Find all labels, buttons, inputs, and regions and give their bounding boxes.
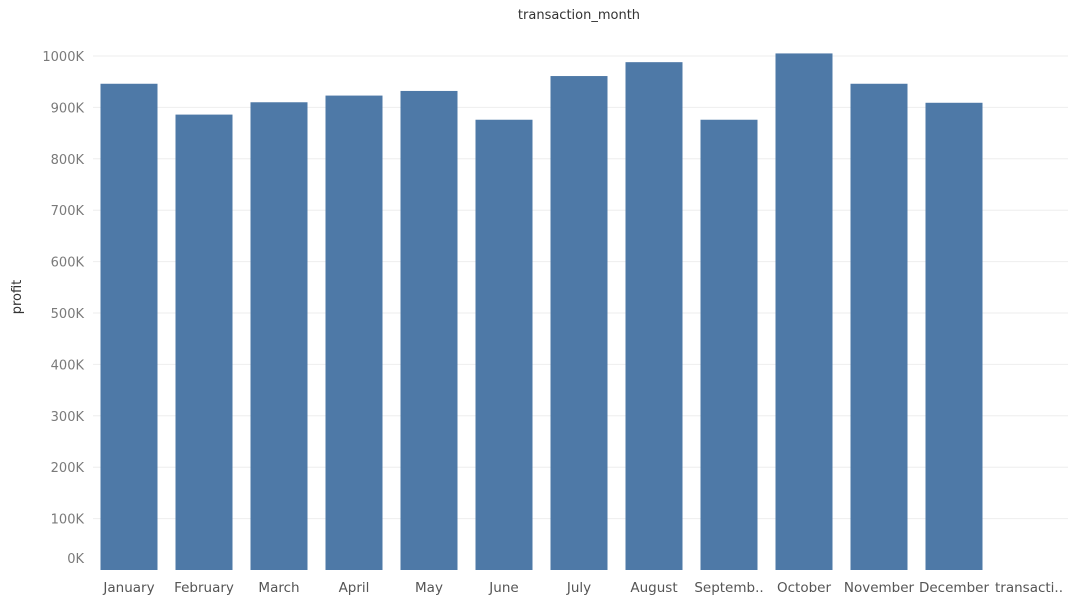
bar[interactable] xyxy=(475,119,533,571)
y-tick-label: 800K xyxy=(51,153,85,168)
bar[interactable] xyxy=(700,119,758,571)
bar[interactable] xyxy=(925,102,983,571)
bar[interactable] xyxy=(400,90,458,571)
x-tick-label: November xyxy=(844,580,915,596)
x-tick-label: July xyxy=(566,580,591,596)
bar[interactable] xyxy=(550,76,608,571)
y-tick-label: 100K xyxy=(51,513,85,528)
bar[interactable] xyxy=(250,102,308,570)
x-tick-label: May xyxy=(415,580,443,596)
bar[interactable] xyxy=(100,83,158,571)
y-axis-title: profit xyxy=(10,280,25,315)
y-tick-label: 300K xyxy=(51,410,85,425)
x-tick-label: December xyxy=(919,580,989,596)
x-tick-label: January xyxy=(102,580,154,596)
y-tick-label: 1000K xyxy=(42,50,84,65)
y-tick-label: 200K xyxy=(51,461,85,476)
x-tick-label: August xyxy=(630,580,677,596)
y-tick-label: 500K xyxy=(51,307,85,322)
bar[interactable] xyxy=(175,114,233,570)
x-tick-label: October xyxy=(777,580,831,596)
bar[interactable] xyxy=(775,53,833,571)
y-axis-ticks: 0K 100K 200K 300K 400K 500K 600K 700K 800K 900K 10… xyxy=(42,50,84,567)
x-tick-label: June xyxy=(488,580,518,596)
x-axis-ticks: January February March April May June July Augu… xyxy=(102,580,1063,596)
y-tick-label: 0K xyxy=(67,552,84,567)
bar[interactable] xyxy=(625,62,683,570)
y-tick-label: 400K xyxy=(51,358,85,373)
x-tick-label: February xyxy=(174,580,234,596)
x-tick-label: transacti.. xyxy=(995,580,1063,596)
x-tick-label: April xyxy=(339,580,370,596)
bars xyxy=(100,53,983,571)
chart-title: transaction_month xyxy=(518,8,640,23)
y-tick-label: 600K xyxy=(51,256,85,271)
y-tick-label: 900K xyxy=(51,101,85,116)
y-tick-label: 700K xyxy=(51,204,85,219)
x-tick-label: March xyxy=(258,580,299,596)
bar[interactable] xyxy=(325,95,383,570)
bar[interactable] xyxy=(850,83,908,571)
x-tick-label: Septemb.. xyxy=(694,580,763,596)
